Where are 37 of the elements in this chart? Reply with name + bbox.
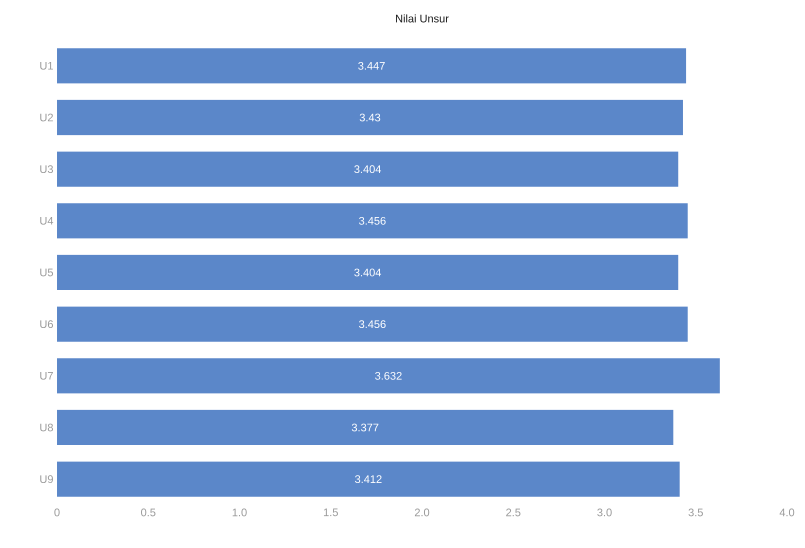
x-tick-label: 3.0 (597, 508, 612, 516)
y-tick-label: U4 (40, 217, 54, 225)
x-tick-label: 1.0 (232, 508, 247, 516)
bar (57, 410, 674, 446)
bar (57, 254, 678, 290)
data-label: 3.456 (359, 320, 386, 328)
x-tick-label: 2.0 (414, 508, 430, 516)
bar (57, 152, 678, 187)
data-label: 3.43 (360, 114, 380, 122)
y-tick-label: U2 (40, 114, 53, 122)
y-tick-label: U9 (40, 475, 53, 484)
bar (57, 306, 688, 342)
data-label: 3.404 (354, 268, 382, 276)
x-tick-label: 3.5 (688, 508, 703, 516)
x-tick-label: 0 (54, 508, 60, 516)
y-tick-label: U5 (40, 268, 54, 276)
data-label: 3.404 (354, 165, 382, 174)
x-tick-label: 4.0 (780, 508, 794, 516)
y-tick-label: U6 (40, 320, 53, 328)
x-tick-label: 0.5 (141, 508, 156, 516)
y-tick-label: U7 (40, 372, 53, 380)
y-tick-label: U8 (40, 424, 53, 432)
data-label: 3.447 (358, 62, 385, 70)
x-tick-label: 1.5 (324, 508, 338, 516)
data-label: 3.456 (359, 216, 386, 225)
data-label: 3.377 (352, 424, 378, 432)
bar (57, 462, 680, 497)
bar (57, 100, 683, 136)
chart-title: Nilai Unsur (396, 14, 449, 22)
x-tick-label: 2.5 (506, 508, 520, 516)
y-tick-label: U3 (40, 165, 53, 174)
bar (57, 203, 688, 238)
y-tick-label: U1 (40, 62, 53, 70)
data-label: 3.412 (355, 475, 382, 484)
data-label: 3.632 (375, 372, 402, 380)
bar (57, 48, 686, 84)
bar (57, 358, 720, 394)
